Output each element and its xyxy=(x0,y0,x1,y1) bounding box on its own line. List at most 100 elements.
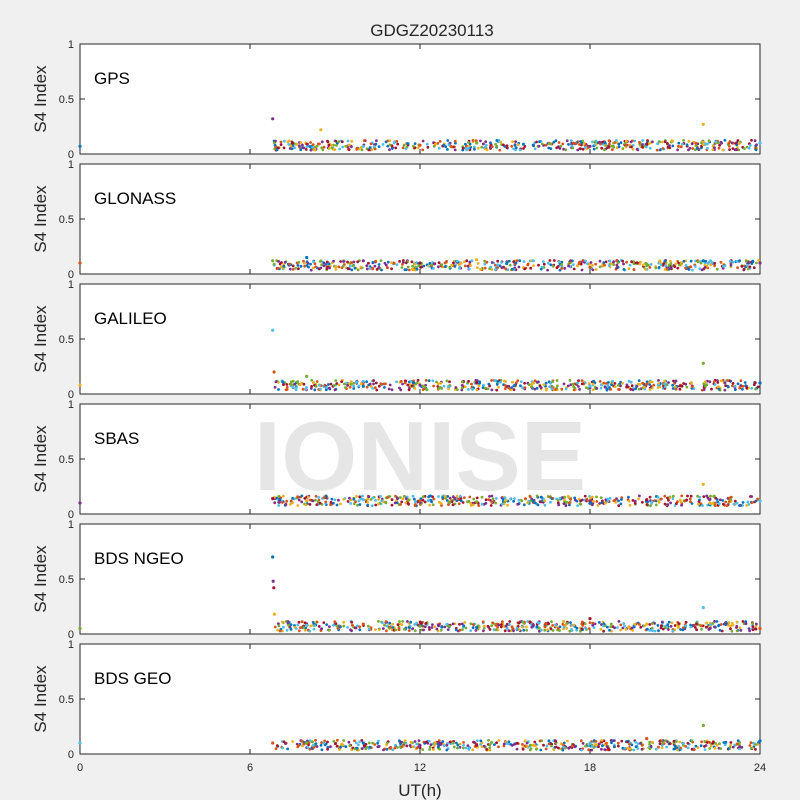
data-point xyxy=(322,496,326,500)
data-point xyxy=(396,497,399,500)
data-point xyxy=(736,146,739,149)
data-point xyxy=(302,626,306,629)
data-point xyxy=(561,142,565,146)
data-point xyxy=(636,747,640,750)
data-point xyxy=(747,261,750,265)
data-point xyxy=(611,379,614,383)
data-point xyxy=(521,747,525,751)
data-point xyxy=(350,139,354,143)
data-point xyxy=(673,265,677,268)
data-point xyxy=(476,146,480,150)
data-point xyxy=(347,740,351,744)
data-point xyxy=(416,378,420,382)
data-point xyxy=(431,748,435,751)
data-point xyxy=(620,739,624,743)
data-point xyxy=(433,741,437,744)
data-point xyxy=(528,495,532,499)
data-point xyxy=(466,500,469,504)
data-point xyxy=(469,264,472,267)
data-point xyxy=(590,748,594,752)
data-point xyxy=(728,745,732,749)
data-point xyxy=(572,263,575,266)
data-point xyxy=(516,502,520,506)
data-point xyxy=(610,262,613,266)
data-point xyxy=(542,262,546,266)
data-point xyxy=(305,623,309,627)
data-point xyxy=(312,627,316,631)
data-point xyxy=(362,139,366,143)
data-point xyxy=(361,741,365,745)
data-point xyxy=(460,380,464,384)
data-point xyxy=(330,497,334,501)
data-point xyxy=(304,148,308,151)
data-point xyxy=(676,144,680,148)
data-point xyxy=(325,260,329,264)
data-point xyxy=(462,624,466,628)
data-point xyxy=(598,380,602,383)
data-point xyxy=(366,500,369,504)
data-point xyxy=(458,494,462,498)
data-point xyxy=(734,388,737,391)
data-point xyxy=(336,738,339,742)
y-tick-label: 0 xyxy=(68,269,74,281)
data-point xyxy=(550,497,554,500)
data-point xyxy=(309,148,313,152)
data-point xyxy=(545,387,548,390)
data-point xyxy=(617,499,620,503)
data-point xyxy=(437,623,441,627)
data-point xyxy=(481,386,485,390)
data-point xyxy=(639,742,642,745)
data-point xyxy=(648,388,652,391)
data-point xyxy=(282,139,286,143)
data-point xyxy=(696,260,700,264)
data-point xyxy=(399,503,402,506)
data-point xyxy=(504,380,507,383)
data-point xyxy=(424,379,428,382)
data-point xyxy=(356,268,360,272)
data-point xyxy=(564,148,568,152)
data-point xyxy=(642,385,646,389)
data-point xyxy=(289,144,293,148)
data-point xyxy=(319,128,323,132)
data-point xyxy=(446,385,450,389)
data-point xyxy=(645,380,649,384)
data-point xyxy=(521,620,525,624)
data-point xyxy=(423,385,427,389)
data-point xyxy=(713,383,717,386)
data-point xyxy=(735,501,739,505)
data-point xyxy=(350,268,354,272)
data-point xyxy=(558,496,562,500)
data-point xyxy=(533,387,537,391)
data-point xyxy=(713,625,716,629)
data-point xyxy=(717,623,721,627)
data-point xyxy=(667,628,670,631)
data-point xyxy=(684,263,688,267)
data-point xyxy=(272,586,276,590)
data-point xyxy=(504,384,507,387)
data-point xyxy=(685,498,688,502)
data-point xyxy=(466,264,470,268)
data-point xyxy=(571,744,574,748)
data-point xyxy=(312,743,315,747)
data-point xyxy=(277,388,280,391)
data-point xyxy=(673,380,677,383)
data-point xyxy=(634,387,637,391)
data-point xyxy=(669,624,673,628)
data-point xyxy=(567,501,571,505)
data-point xyxy=(717,502,721,505)
data-point xyxy=(695,622,698,626)
data-point xyxy=(710,387,713,391)
data-point xyxy=(435,380,438,384)
data-point xyxy=(365,380,368,384)
data-point xyxy=(458,622,461,626)
data-point xyxy=(366,497,370,501)
data-point xyxy=(666,496,669,500)
data-point xyxy=(717,387,721,391)
data-point xyxy=(666,142,669,145)
data-point xyxy=(644,145,648,149)
data-point xyxy=(342,497,346,501)
data-point xyxy=(631,388,635,392)
data-point xyxy=(513,143,517,147)
data-point xyxy=(607,139,611,143)
data-point xyxy=(407,629,411,632)
